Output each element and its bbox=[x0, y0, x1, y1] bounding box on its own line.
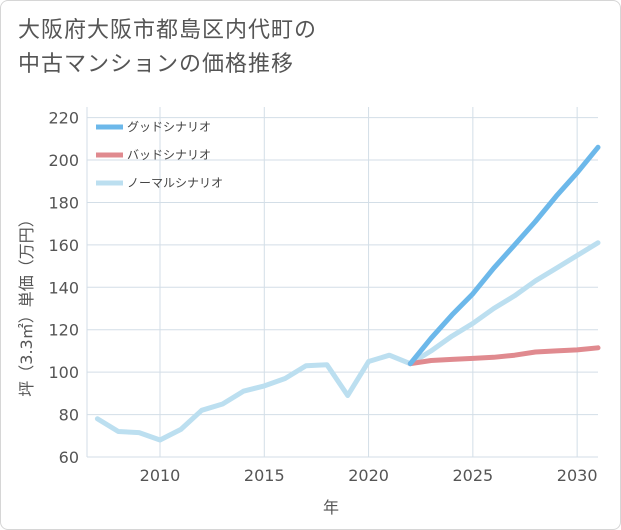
y-tick-120: 120 bbox=[48, 321, 79, 340]
chart-title-line-1: 大阪府大阪市都島区内代町の bbox=[18, 18, 318, 43]
series-lines bbox=[94, 144, 601, 443]
y-tick-140: 140 bbox=[48, 278, 79, 297]
series-bad-line bbox=[407, 345, 601, 367]
x-tick-2030: 2030 bbox=[557, 466, 598, 485]
y-axis-ticks: 60 80 100 120 140 160 180 200 220 bbox=[48, 109, 79, 467]
x-tick-2015: 2015 bbox=[244, 466, 285, 485]
grid-lines bbox=[86, 107, 598, 458]
plot-area bbox=[87, 107, 598, 457]
chart-title: 大阪府大阪市都島区内代町の 中古マンションの価格推移 bbox=[18, 14, 317, 82]
y-tick-60: 60 bbox=[59, 448, 79, 467]
legend-normal-label: ノーマルシナリオ bbox=[127, 176, 223, 190]
x-tick-2025: 2025 bbox=[452, 466, 493, 485]
y-tick-220: 220 bbox=[48, 109, 79, 128]
y-tick-200: 200 bbox=[48, 151, 79, 170]
y-axis-label: 坪（3.3㎡）単価（万円） bbox=[17, 211, 36, 396]
legend-bad-label: バッドシナリオ bbox=[127, 148, 211, 162]
x-tick-2020: 2020 bbox=[348, 466, 389, 485]
y-tick-80: 80 bbox=[59, 406, 79, 425]
x-axis-ticks: 2010 2015 2020 2025 2030 bbox=[140, 466, 598, 485]
chart-title-line-2: 中古マンションの価格推移 bbox=[18, 52, 295, 77]
series-normal-line bbox=[94, 240, 601, 443]
y-tick-180: 180 bbox=[48, 193, 79, 212]
y-tick-160: 160 bbox=[48, 236, 79, 255]
series-good-line bbox=[407, 144, 601, 367]
x-tick-2010: 2010 bbox=[140, 466, 181, 485]
legend-good-label: グッドシナリオ bbox=[127, 120, 211, 134]
x-axis-label: 年 bbox=[323, 498, 339, 517]
y-tick-100: 100 bbox=[48, 363, 79, 382]
